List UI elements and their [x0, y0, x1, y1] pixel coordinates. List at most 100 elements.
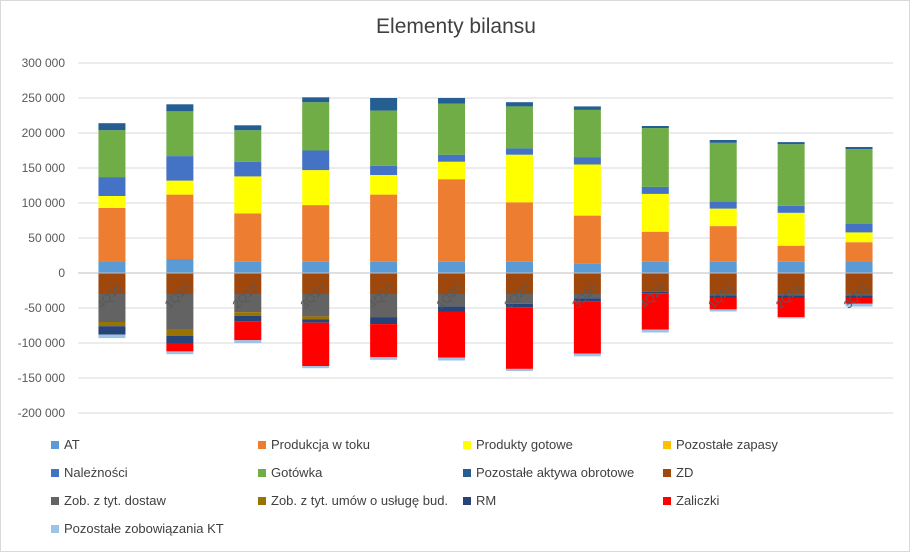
bar-segment: [845, 242, 873, 262]
bar-segment: [573, 263, 601, 273]
bar-segment: [641, 186, 669, 194]
legend-item: Zob. z tyt. dostaw: [51, 493, 166, 508]
bar-segment: [505, 106, 533, 149]
bar-segment: [641, 291, 669, 294]
legend-item: Pozostałe zapasy: [663, 437, 778, 452]
bar-segment: [370, 357, 398, 360]
legend-label: Produkty gotowe: [476, 437, 573, 452]
bar-segment: [302, 261, 330, 273]
legend-item: Gotówka: [258, 465, 322, 480]
bar-segment: [709, 226, 737, 262]
legend-swatch: [258, 441, 266, 449]
bar-segment: [370, 110, 398, 166]
bar-segment: [845, 303, 873, 307]
bar-segment: [845, 295, 873, 298]
legend-label: Produkcja w toku: [271, 437, 370, 452]
bar-segment: [505, 148, 533, 155]
legend-swatch: [258, 497, 266, 505]
bar-segment: [573, 294, 601, 299]
bar-segment: [505, 202, 533, 262]
legend-swatch: [51, 497, 59, 505]
legend-swatch: [258, 469, 266, 477]
bar-segment: [98, 273, 126, 294]
bar-segment: [234, 315, 262, 322]
bar-segment: [302, 273, 330, 294]
bar-segment: [438, 161, 466, 180]
legend-item: Należności: [51, 465, 128, 480]
y-tick-label: 200 000: [22, 126, 66, 140]
bar-segment: [505, 273, 533, 294]
bar-segment: [573, 301, 601, 354]
bar-segment: [234, 130, 262, 162]
bar-segment: [709, 208, 737, 227]
legend-item: Zaliczki: [663, 493, 719, 508]
bar-segment: [166, 180, 194, 195]
bar-segment: [98, 261, 126, 273]
bar-segment: [370, 261, 398, 273]
bar-segment: [438, 98, 466, 104]
bar-segment: [302, 150, 330, 171]
legend-swatch: [663, 441, 671, 449]
bar-segment: [709, 140, 737, 143]
bar-segment: [573, 106, 601, 110]
legend-label: AT: [64, 437, 80, 452]
bar-segment: [438, 306, 466, 312]
bar-segment: [709, 295, 737, 298]
y-tick-label: 150 000: [22, 161, 66, 175]
y-tick-label: -150 000: [18, 371, 66, 385]
bar-segment: [370, 98, 398, 111]
legend-swatch: [463, 441, 471, 449]
bar-segment: [370, 165, 398, 175]
bar-segment: [777, 205, 805, 213]
bar-segment: [641, 329, 669, 333]
bar-segment: [573, 215, 601, 264]
bar-segment: [505, 154, 533, 203]
bar-segment: [370, 317, 398, 325]
bar-segment: [234, 161, 262, 177]
bar-segment: [302, 316, 330, 320]
legend-label: Pozostałe zapasy: [676, 437, 778, 452]
bar-segment: [370, 273, 398, 294]
bar-segment: [302, 170, 330, 206]
bar-segment: [777, 245, 805, 262]
bar-segment: [166, 104, 194, 112]
y-tick-label: 300 000: [22, 56, 66, 70]
bar-segment: [438, 179, 466, 262]
legend-item: RM: [463, 493, 496, 508]
legend-label: Należności: [64, 465, 128, 480]
y-tick-label: 250 000: [22, 91, 66, 105]
bar-segment: [777, 294, 805, 296]
bar-segment: [505, 307, 533, 369]
bar-segment: [98, 123, 126, 131]
legend-label: Zob. z tyt. dostaw: [64, 493, 166, 508]
legend-swatch: [663, 469, 671, 477]
bar-segment: [166, 194, 194, 259]
bar-segment: [845, 224, 873, 233]
bar-segment: [777, 295, 805, 298]
bar-segment: [302, 294, 330, 317]
legend-label: Pozostałe zobowiązania KT: [64, 521, 224, 536]
bar-segment: [573, 109, 601, 158]
bar-segment: [438, 357, 466, 361]
bar-segment: [98, 334, 126, 339]
y-tick-label: -100 000: [18, 336, 66, 350]
bar-segment: [641, 128, 669, 187]
y-tick-label: 0: [58, 266, 65, 280]
bar-segment: [641, 126, 669, 129]
legend-swatch: [463, 469, 471, 477]
bar-segment: [166, 273, 194, 294]
bar-segment: [234, 176, 262, 214]
bar-segment: [438, 261, 466, 273]
bar-segment: [302, 366, 330, 369]
bar-segment: [845, 261, 873, 273]
y-tick-label: -50 000: [24, 301, 65, 315]
bar-segment: [234, 294, 262, 313]
bar-segment: [302, 322, 330, 367]
bar-segment: [98, 130, 126, 178]
bar-segment: [845, 149, 873, 224]
bar-segment: [641, 261, 669, 273]
bar-segment: [302, 205, 330, 262]
bar-segment: [505, 261, 533, 273]
